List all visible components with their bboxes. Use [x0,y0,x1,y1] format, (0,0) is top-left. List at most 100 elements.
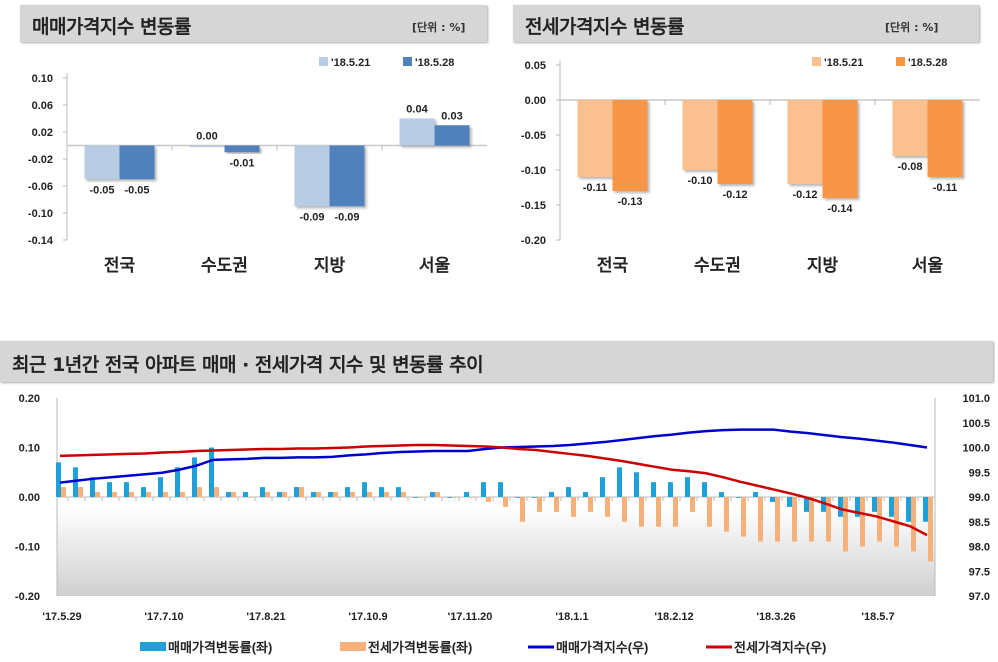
bar [736,497,741,498]
bar [532,497,537,498]
right-y-tick-label: 100.5 [962,418,990,430]
left-y-tick-label: -0.20 [15,591,40,603]
bar [843,497,848,552]
bar [379,487,384,497]
left-y-tick-label: 0.00 [19,492,40,504]
bar [265,492,270,497]
data-label: -0.11 [933,182,957,194]
data-label: -0.12 [792,189,817,201]
bar [600,477,605,497]
bar [158,477,163,497]
bar [549,492,554,497]
bar [775,497,780,542]
data-label: -0.09 [299,211,324,223]
data-label: -0.09 [334,211,359,223]
bar [634,472,639,497]
data-label: -0.08 [897,161,922,173]
bar [146,492,151,497]
bar [889,497,894,517]
data-label: 0.04 [406,104,428,116]
jeonse-chart-title-bar: 전세가격지수 변동률 [단위 : %] [513,5,979,42]
category-label: 지방 [807,256,839,275]
legend-label: 전세가격변동률(좌) [368,640,472,655]
bar [399,118,435,146]
legend-label: '18.5.21 [824,57,863,69]
bar [656,497,661,527]
y-tick-label: 0.00 [525,95,546,107]
bar [554,497,559,512]
bar [452,497,457,498]
y-tick-label: 0.02 [32,127,53,139]
trend-chart-title: 최근 1년간 전국 아파트 매매 · 전세가격 지수 및 변동률 추이 [12,354,484,376]
y-tick-label: -0.10 [28,208,53,220]
bar [73,467,78,497]
bar [56,462,61,497]
bar [282,492,287,497]
bar [872,497,877,512]
bar [107,482,112,497]
bar [928,497,933,562]
right-y-tick-label: 99.5 [969,467,990,479]
x-tick-label: '18.2.12 [654,611,693,623]
bar [486,497,491,502]
bar [682,100,718,170]
data-label: -0.10 [687,175,712,187]
bar [192,457,197,497]
bar [226,492,231,497]
legend-swatch [140,642,166,651]
bar [911,497,916,552]
bar [112,492,117,497]
bar [622,497,627,522]
bar [481,482,486,497]
bar [367,492,372,497]
bar [328,492,333,497]
right-y-tick-label: 101.0 [962,393,990,405]
left-y-tick-label: -0.10 [15,542,40,554]
data-label: 0.03 [441,110,462,122]
data-label: -0.05 [124,184,149,196]
bar [430,492,435,497]
bar [464,492,469,497]
bar [294,487,299,497]
right-y-tick-label: 99.0 [969,492,990,504]
x-tick-label: '18.3.26 [756,611,795,623]
bar [617,467,622,497]
x-tick-label: '18.1.1 [555,611,588,623]
bar [294,145,330,207]
legend-label: '18.5.28 [415,57,454,69]
bar [719,492,724,497]
x-tick-label: '17.10.9 [348,611,387,623]
bar [702,482,707,497]
bar [860,497,865,547]
bar [231,492,236,497]
y-tick-label: -0.06 [28,181,53,193]
sale-chart-unit: [단위 : %] [412,21,466,34]
right-y-tick-label: 97.5 [969,566,990,578]
bar [770,497,775,502]
jeonse-chart-unit: [단위 : %] [885,21,939,34]
bar [877,497,882,542]
bar [447,497,452,498]
data-label: -0.14 [827,203,853,215]
category-label: 전국 [597,256,629,275]
bar [434,125,470,146]
category-label: 수도권 [694,256,741,275]
bar [248,497,253,498]
bar [350,492,355,497]
bar [61,487,66,497]
sale-chart-title-bar: 매매가격지수 변동률 [단위 : %] [20,5,487,42]
x-tick-label: '17.5.29 [42,611,81,623]
right-y-tick-label: 100.0 [962,443,990,455]
bar [838,497,843,517]
bar [224,145,260,153]
bar [855,497,860,517]
bar [197,487,202,497]
data-label: -0.05 [89,184,114,196]
legend-label: 매매가격변동률(좌) [168,640,272,655]
bar [821,497,826,512]
bar [345,487,350,497]
bar [316,492,321,497]
bar [588,497,593,512]
legend-label: '18.5.28 [908,57,947,69]
bar [690,497,695,512]
